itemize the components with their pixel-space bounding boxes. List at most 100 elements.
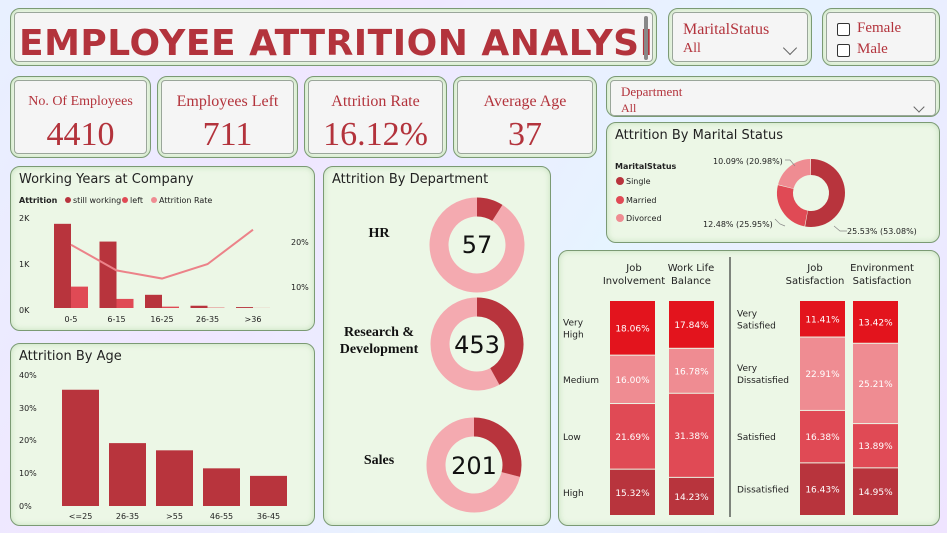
column-header: Involvement — [603, 276, 665, 287]
segment-label: 17.84% — [674, 321, 709, 331]
x-tick-label: 26-35 — [116, 512, 139, 521]
chart-title: Attrition By Department — [332, 172, 489, 187]
female-option-label[interactable]: Female — [857, 20, 902, 36]
kpi-card-age: Average Age 37 — [453, 76, 597, 158]
segment-label: 31.38% — [674, 432, 709, 442]
kpi-label: Attrition Rate — [331, 93, 420, 110]
department-donut-group — [426, 197, 525, 513]
dept-value-hr: 57 — [462, 231, 493, 259]
legend-label-divorced: Divorced — [626, 214, 662, 223]
kpi-value: 37 — [508, 116, 542, 153]
age-chart: 40% 30% 20% 10% 0% <=25 26-35 >55 46-55 36-4… — [19, 371, 287, 521]
y2-tick: 10% — [291, 283, 309, 292]
department-donuts: 57 453 201 — [426, 197, 525, 513]
category-label: Very — [737, 364, 758, 374]
marital-slicer-card: MaritalStatus All — [668, 8, 812, 66]
female-checkbox[interactable] — [837, 23, 850, 36]
working-years-card: Working Years at Company Attrition still… — [10, 166, 315, 331]
kpi-value: 16.12% — [323, 116, 428, 153]
stacked-segment — [669, 393, 714, 477]
y2-tick: 20% — [291, 238, 309, 247]
male-checkbox[interactable] — [837, 44, 850, 57]
marital-slicer[interactable]: MaritalStatus All — [672, 12, 808, 62]
kpi-box: Employees Left 711 — [161, 80, 294, 154]
category-label: Very — [563, 318, 584, 328]
legend-title: Attrition — [19, 196, 58, 205]
legend-label: Attrition Rate — [159, 196, 212, 205]
department-slicer-label: Department — [621, 84, 683, 99]
segment-label: 15.32% — [615, 489, 650, 499]
chevron-down-icon[interactable] — [913, 101, 925, 113]
leader-line — [833, 225, 847, 232]
bar-still-working — [99, 241, 117, 308]
stacked-segment — [800, 337, 845, 410]
stacked-segment — [610, 404, 655, 469]
x-tick-label: 26-35 — [196, 315, 219, 324]
category-label: Dissatisfied — [737, 376, 789, 386]
kpi-card-rate: Attrition Rate 16.12% — [304, 76, 447, 158]
x-tick-label: <=25 — [69, 512, 93, 521]
x-tick-label: >55 — [166, 512, 183, 521]
stacked-segment — [800, 463, 845, 515]
marital-slicer-label: MaritalStatus — [683, 21, 770, 38]
chart-title: Working Years at Company — [19, 172, 194, 187]
donut-slice-married — [777, 185, 809, 227]
category-label: High — [563, 330, 584, 340]
bar-age — [156, 450, 193, 506]
chevron-down-icon[interactable] — [782, 40, 798, 56]
x-tick-label: 46-55 — [210, 512, 233, 521]
category-label: Very — [737, 309, 758, 319]
stacked-segment — [669, 301, 714, 348]
gender-slicer: Female Male — [826, 12, 936, 62]
column-header: Job — [625, 263, 641, 274]
stacked-segment — [669, 348, 714, 393]
donut-slice-rest-hr — [429, 197, 525, 293]
x-tick-label: 16-25 — [150, 315, 173, 324]
bar-still-working — [145, 294, 162, 308]
y-tick: 20% — [19, 436, 37, 445]
bar-still-working — [190, 305, 208, 308]
category-label: Satisfied — [737, 433, 776, 443]
scrollbar[interactable] — [644, 16, 648, 60]
segment-label: 25.21% — [858, 380, 893, 390]
dept-value-sales: 201 — [451, 452, 497, 480]
marital-chart-card: Attrition By Marital Status MaritalStatu… — [606, 122, 940, 243]
y-tick: 0% — [19, 502, 32, 511]
leader-line — [785, 159, 796, 167]
donut-slice-attrition-rnd — [476, 297, 524, 385]
y-tick: 1K — [19, 260, 30, 269]
dept-label-hr: HR — [368, 226, 390, 241]
working-years-chart: Attrition still working left Attrition R… — [19, 196, 309, 324]
male-option-label[interactable]: Male — [857, 41, 888, 57]
department-slicer-card: Department All — [606, 76, 940, 117]
kpi-value: 711 — [202, 116, 253, 153]
kpi-card-employees: No. Of Employees 4410 — [10, 76, 151, 158]
category-label: Low — [563, 433, 581, 443]
department-chart-card: Attrition By Department HR Research & De… — [323, 166, 551, 526]
category-label: High — [563, 489, 584, 499]
chart-title: Attrition By Marital Status — [615, 128, 783, 143]
legend-marker-single — [616, 177, 624, 185]
donut-slice-rest-sales — [426, 417, 521, 513]
bar-still-working — [236, 307, 253, 308]
bar-still-working — [54, 223, 71, 308]
gender-slicer-card: Female Male — [822, 8, 940, 66]
kpi-box: Average Age 37 — [457, 80, 593, 154]
legend-label-single: Single — [626, 177, 651, 186]
donut-slice-single — [805, 159, 845, 227]
kpi-label: Average Age — [483, 93, 567, 110]
y-tick: 30% — [19, 404, 37, 413]
legend-marker-still-working — [65, 197, 71, 203]
legend-label-married: Married — [626, 196, 656, 205]
y-tick: 0K — [19, 306, 30, 315]
attrition-rate-line — [70, 228, 254, 280]
segment-label: 11.41% — [805, 315, 840, 325]
x-tick-label: 36-45 — [257, 512, 280, 521]
legend-title: MaritalStatus — [615, 162, 677, 171]
donut-slice-rest-rnd — [430, 297, 500, 391]
x-tick-label: 0-5 — [64, 315, 77, 324]
bar-age — [109, 443, 146, 506]
title-card: EMPLOYEE ATTRITION ANALYSIS — [10, 8, 657, 66]
stacked-segment — [853, 468, 898, 515]
department-slicer[interactable]: Department All — [610, 80, 936, 116]
